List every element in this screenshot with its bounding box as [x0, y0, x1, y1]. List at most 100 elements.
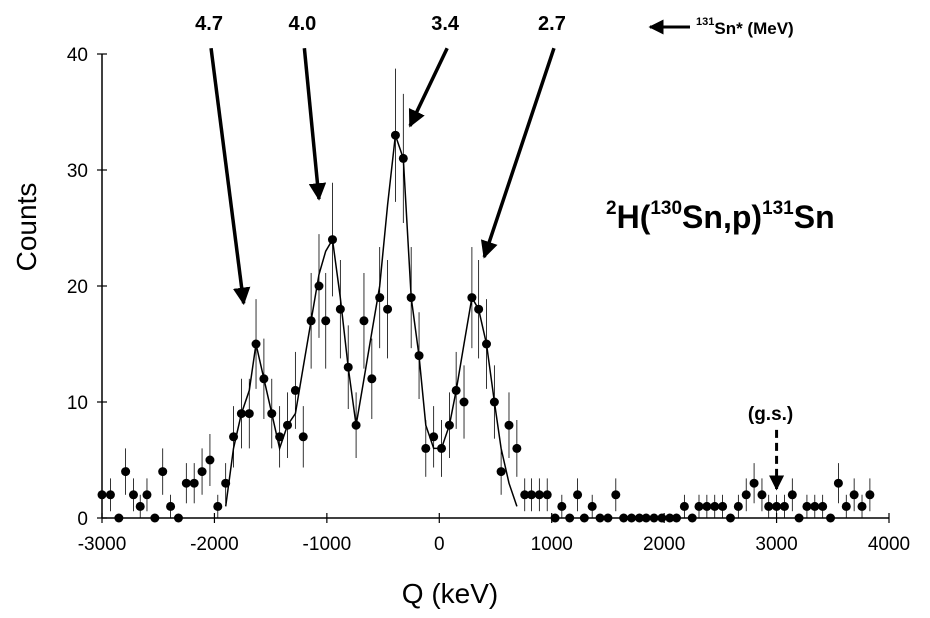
annotations: 4.7 4.0 3.4 2.7 (g.s.): [195, 13, 793, 491]
data-point: [97, 490, 107, 500]
data-point: [649, 513, 659, 523]
data-point: [733, 501, 743, 511]
data-point: [213, 501, 223, 511]
data-point: [390, 130, 400, 140]
data-point: [634, 513, 644, 523]
data-point: [496, 467, 506, 477]
data-point: [542, 490, 552, 500]
data-point: [865, 490, 875, 500]
data-point: [749, 478, 759, 488]
data-point: [672, 513, 682, 523]
data-point: [306, 316, 316, 326]
data-point: [221, 478, 231, 488]
y-tick-label: 0: [77, 509, 88, 530]
data-point: [611, 490, 621, 500]
data-point: [135, 501, 145, 511]
data-point: [833, 478, 843, 488]
x-tick-label: 2000: [643, 534, 685, 555]
data-point: [657, 513, 667, 523]
data-point: [444, 420, 454, 430]
y-tick-label: 20: [67, 277, 88, 298]
energy-unit-label: 131Sn* (MeV): [696, 16, 794, 38]
fit-line: [224, 134, 518, 507]
data-point: [857, 501, 867, 511]
data-point: [343, 362, 353, 372]
y-tick-label: 10: [67, 393, 88, 414]
data-point: [314, 281, 324, 291]
data-point: [810, 501, 820, 511]
data-point: [105, 490, 115, 500]
data-point: [764, 501, 774, 511]
data-point: [267, 409, 277, 419]
data-point: [526, 490, 536, 500]
fit-line-group: [224, 134, 518, 507]
data-point: [687, 513, 697, 523]
data-point: [787, 490, 797, 500]
data-point: [467, 293, 477, 303]
data-point: [826, 513, 836, 523]
data-point: [627, 513, 637, 523]
peak-label: 2.7: [538, 13, 566, 35]
data-point: [557, 501, 567, 511]
data-point: [794, 513, 804, 523]
data-point: [383, 304, 393, 314]
data-point: [128, 490, 138, 500]
data-point: [290, 385, 300, 395]
data-point: [335, 304, 345, 314]
data-point: [641, 513, 651, 523]
data-point: [504, 420, 514, 430]
x-tick-label: -3000: [78, 534, 127, 555]
peak-arrow: [302, 48, 327, 201]
data-point: [665, 513, 675, 523]
data-point: [359, 316, 369, 326]
data-point: [849, 490, 859, 500]
data-point: [375, 293, 385, 303]
data-point: [520, 490, 530, 500]
data-points: [97, 130, 875, 523]
data-point: [579, 513, 589, 523]
data-point: [573, 490, 583, 500]
data-point: [459, 397, 469, 407]
data-point: [275, 432, 285, 442]
y-tick-label: 40: [67, 45, 88, 66]
x-tick-label: 4000: [868, 534, 910, 555]
data-point: [489, 397, 499, 407]
x-tick-label: 1000: [531, 534, 573, 555]
data-point: [679, 501, 689, 511]
data-point: [437, 443, 447, 453]
data-point: [114, 513, 124, 523]
data-point: [595, 513, 605, 523]
data-point: [367, 374, 377, 384]
error-bars: [101, 68, 871, 518]
peak-arrow: [480, 47, 556, 259]
y-axis-title: Counts: [11, 183, 42, 272]
peak-label: 4.0: [288, 13, 316, 35]
data-point: [197, 467, 207, 477]
data-point: [205, 455, 215, 465]
data-point: [327, 235, 337, 245]
data-point: [181, 478, 191, 488]
data-point: [173, 513, 183, 523]
peak-label: 4.7: [195, 13, 223, 35]
data-point: [587, 501, 597, 511]
data-point: [841, 501, 851, 511]
data-point: [603, 513, 613, 523]
data-point: [298, 432, 308, 442]
x-tick-label: -1000: [303, 534, 352, 555]
data-point: [802, 501, 812, 511]
data-point: [229, 432, 239, 442]
data-point: [451, 385, 461, 395]
data-point: [189, 478, 199, 488]
x-tick-label: 0: [434, 534, 445, 555]
data-point: [121, 467, 131, 477]
data-point: [351, 420, 361, 430]
data-point: [818, 501, 828, 511]
data-point: [259, 374, 269, 384]
data-point: [565, 513, 575, 523]
data-point: [166, 501, 176, 511]
data-point: [725, 513, 735, 523]
data-point: [694, 501, 704, 511]
data-point: [283, 420, 293, 430]
data-point: [321, 316, 331, 326]
